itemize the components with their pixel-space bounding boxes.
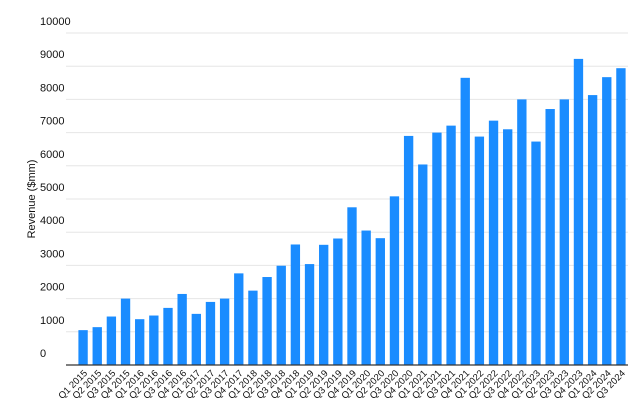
- bar: [488, 120, 499, 365]
- bar: [219, 298, 230, 365]
- y-tick-label: 3000: [40, 248, 64, 260]
- bar: [290, 244, 301, 365]
- y-tick-label: 0: [40, 348, 46, 360]
- bar: [503, 129, 513, 365]
- bar: [333, 238, 343, 365]
- bar: [531, 141, 541, 365]
- y-tick-label: 10000: [40, 16, 71, 28]
- bar: [304, 264, 315, 365]
- bar: [587, 95, 598, 366]
- bar: [205, 301, 216, 365]
- bar: [460, 77, 470, 365]
- bar: [177, 293, 187, 365]
- bar: [120, 298, 131, 365]
- bar: [149, 315, 159, 365]
- bar: [361, 230, 371, 365]
- y-axis-label: Revenue ($mm): [26, 160, 38, 239]
- bar: [234, 273, 244, 365]
- bar: [616, 68, 626, 365]
- bar: [276, 265, 286, 365]
- y-tick-label: 1000: [40, 315, 64, 327]
- bar: [375, 238, 385, 365]
- y-tick-label: 4000: [40, 215, 64, 227]
- bar: [602, 77, 612, 365]
- bar: [106, 316, 117, 365]
- bar: [474, 136, 485, 365]
- bar: [262, 277, 272, 365]
- y-tick-label: 5000: [40, 182, 64, 194]
- bar: [92, 327, 102, 365]
- y-tick-label: 7000: [40, 116, 64, 128]
- bar: [319, 244, 329, 365]
- bar: [559, 99, 569, 366]
- bar: [135, 319, 145, 365]
- bar: [418, 164, 428, 365]
- bar: [403, 135, 414, 365]
- y-tick-label: 9000: [40, 49, 64, 61]
- bar: [191, 313, 201, 365]
- bar: [347, 207, 357, 365]
- bar: [545, 109, 555, 365]
- y-tick-label: 2000: [40, 282, 64, 294]
- bar: [573, 58, 584, 366]
- bar: [78, 330, 88, 365]
- bar: [446, 125, 456, 366]
- bar: [432, 132, 442, 365]
- bar: [163, 307, 173, 365]
- y-tick-label: 8000: [40, 82, 64, 94]
- bar: [248, 290, 258, 365]
- bar: [517, 99, 527, 366]
- bar: [389, 196, 400, 365]
- y-tick-label: 6000: [40, 149, 64, 161]
